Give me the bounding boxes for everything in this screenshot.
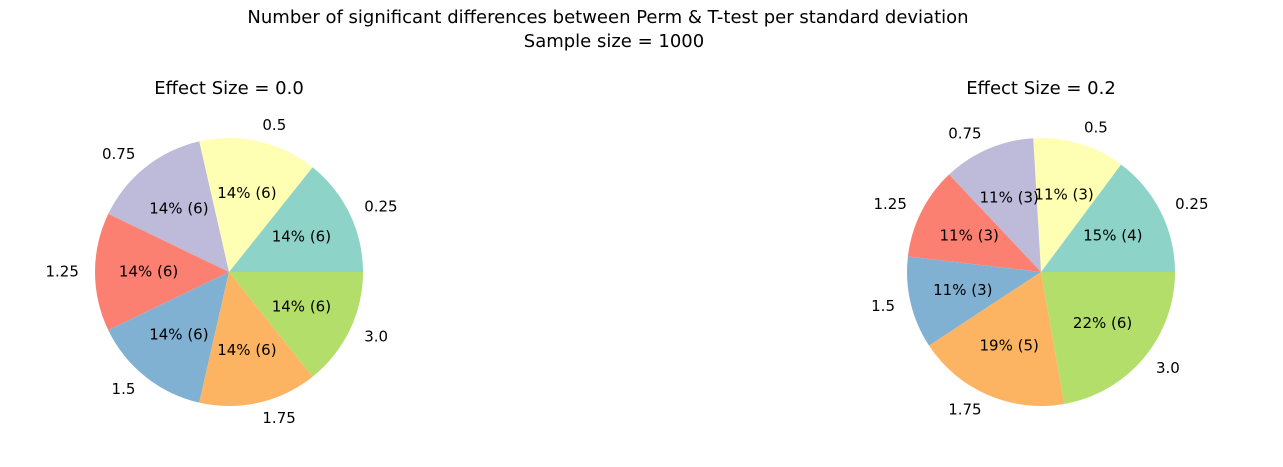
pie-slice-0-5 <box>199 138 313 272</box>
pie-slice-percent-label: 14% (6) <box>119 263 178 281</box>
pie-slice-label: 1.25 <box>873 195 906 213</box>
pie-title: Effect Size = 0.2 <box>966 78 1116 99</box>
pie-slice-label: 1.5 <box>871 297 895 315</box>
pie-slice-percent-label: 14% (6) <box>272 297 331 315</box>
pie-slice-0-75 <box>108 141 229 272</box>
pie-slice-percent-label: 14% (6) <box>272 228 331 246</box>
pie-slice-percent-label: 11% (3) <box>980 189 1039 207</box>
pie-slice-label: 0.75 <box>948 125 981 143</box>
pie-slice-percent-label: 19% (5) <box>980 336 1039 354</box>
pie-slice-label: 1.75 <box>262 409 295 427</box>
pie-slice-percent-label: 15% (4) <box>1083 226 1142 244</box>
pie-slice-percent-label: 14% (6) <box>217 184 276 202</box>
pie-title: Effect Size = 0.0 <box>154 78 304 99</box>
pie-wedges <box>95 138 363 406</box>
pie-slice-label: 3.0 <box>1156 359 1180 377</box>
pie-slice-label: 0.25 <box>364 197 397 215</box>
pie-slice-label: 1.25 <box>45 263 78 281</box>
pie-slice-0-25 <box>1041 164 1175 272</box>
pie-slice-percent-label: 22% (6) <box>1073 314 1132 332</box>
pie-slice-label: 0.75 <box>102 145 135 163</box>
pie-labels: 0.25 14% (6) 0.5 14% (6) 0.75 14% (6) 1.25 14% … <box>45 116 397 427</box>
pie-slice-label: 1.5 <box>112 380 136 398</box>
pie-slice-1-5 <box>906 256 1041 346</box>
figure-suptitle-line1: Number of significant differences betwee… <box>247 7 968 28</box>
pie-slice-0-5 <box>1033 137 1122 272</box>
pie-slice-label: 0.5 <box>1084 119 1108 137</box>
pie-slice-label: 0.25 <box>1175 195 1208 213</box>
pie-slice-1-75 <box>929 272 1065 406</box>
pie-slice-3-0 <box>229 272 363 377</box>
pie-slice-3-0 <box>1041 272 1175 404</box>
pie-slice-label: 3.0 <box>364 328 388 346</box>
pie-wedges <box>906 137 1175 406</box>
pie-slice-1-25 <box>95 213 229 331</box>
pie-slice-0-25 <box>229 167 363 272</box>
pie-slice-1-25 <box>907 174 1041 272</box>
pie-slice-percent-label: 14% (6) <box>149 200 208 218</box>
pie-slice-1-75 <box>199 272 313 406</box>
pie-slice-percent-label: 11% (3) <box>940 226 999 244</box>
pie-slice-label: 1.75 <box>948 400 981 418</box>
pie-slice-percent-label: 14% (6) <box>149 325 208 343</box>
pie-slice-0-75 <box>949 138 1041 272</box>
figure-suptitle-line2: Sample size = 1000 <box>524 31 704 52</box>
pie-labels: 0.25 15% (4) 0.5 11% (3) 0.75 11% (3) 1.25 11% … <box>871 119 1208 419</box>
pie-slice-percent-label: 14% (6) <box>217 341 276 359</box>
pie-slice-percent-label: 11% (3) <box>933 281 992 299</box>
pie-slice-percent-label: 11% (3) <box>1034 186 1093 204</box>
pie-slice-label: 0.5 <box>262 116 286 134</box>
pie-slice-1-5 <box>108 272 229 403</box>
